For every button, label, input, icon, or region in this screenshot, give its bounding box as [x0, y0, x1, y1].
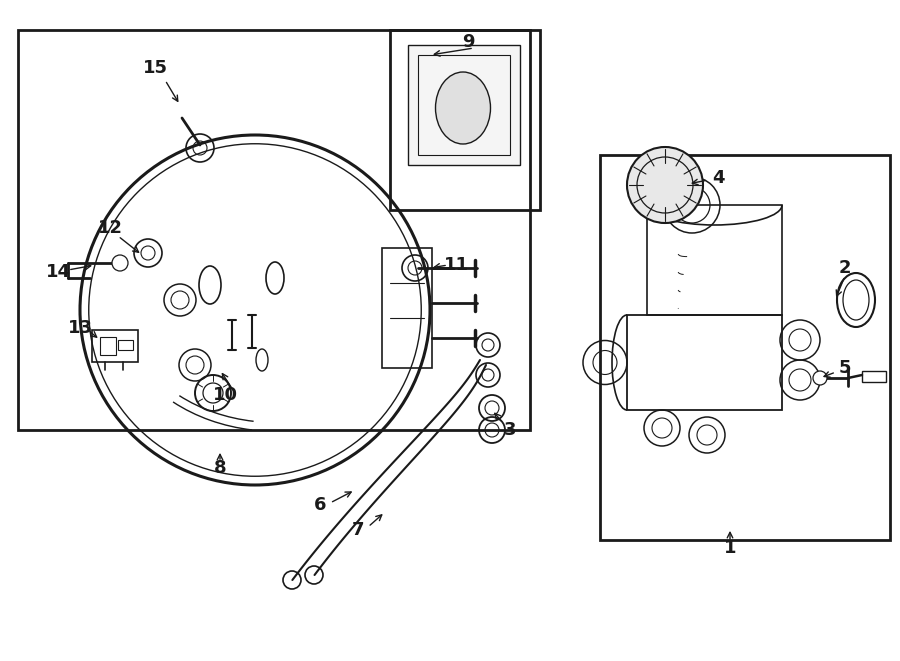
Text: 7: 7 [352, 521, 365, 539]
Ellipse shape [436, 72, 490, 144]
Text: 8: 8 [213, 459, 226, 477]
Text: 5: 5 [839, 359, 851, 377]
Text: 14: 14 [46, 263, 70, 281]
Text: 12: 12 [97, 219, 122, 237]
Text: 10: 10 [212, 386, 238, 404]
Circle shape [627, 147, 703, 223]
Text: 6: 6 [314, 496, 326, 514]
Bar [18, 30, 530, 430]
Text: 13: 13 [68, 319, 93, 337]
Bar [390, 30, 540, 210]
Bar [118, 340, 133, 350]
Circle shape [813, 371, 827, 385]
Bar [418, 55, 510, 155]
Circle shape [112, 255, 128, 271]
Text: 15: 15 [142, 59, 167, 77]
Bar [382, 248, 432, 368]
Text: 3: 3 [504, 421, 517, 439]
Text: 2: 2 [839, 259, 851, 277]
Bar [100, 337, 116, 355]
Bar [627, 315, 782, 410]
Text: 4: 4 [712, 169, 724, 187]
Bar [408, 45, 520, 165]
Bar [862, 371, 886, 382]
Text: 9: 9 [462, 33, 474, 51]
Text: 1: 1 [724, 539, 736, 557]
Bar [647, 205, 782, 315]
Text: 11: 11 [444, 256, 469, 274]
Bar [600, 155, 890, 540]
Bar [92, 330, 138, 362]
